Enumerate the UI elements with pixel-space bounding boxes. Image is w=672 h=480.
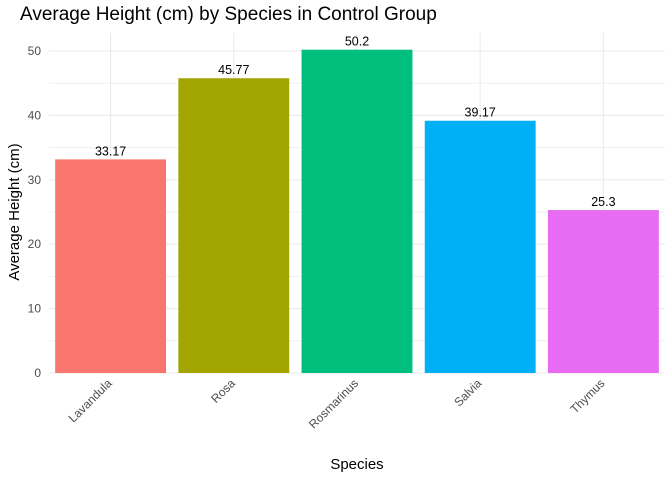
data-label-thymus: 25.3 bbox=[591, 195, 615, 209]
bars bbox=[55, 49, 659, 373]
bar-thymus bbox=[547, 210, 659, 373]
x-tick-label: Rosmarinus bbox=[306, 376, 361, 431]
bar-rosa bbox=[178, 78, 290, 373]
x-axis-ticks: Lavandula Rosa Rosmarinus Salvia Thymus bbox=[66, 376, 608, 431]
x-tick-label: Lavandula bbox=[66, 376, 115, 425]
y-tick-label: 20 bbox=[28, 237, 42, 251]
y-tick-label: 40 bbox=[28, 108, 42, 122]
x-axis-title: Species bbox=[330, 456, 383, 473]
y-tick-label: 50 bbox=[28, 44, 42, 58]
y-tick-label: 10 bbox=[28, 302, 42, 316]
bar-lavandula bbox=[55, 159, 167, 373]
x-tick-label: Rosa bbox=[208, 376, 238, 406]
data-labels: 33.17 45.77 50.2 39.17 25.3 bbox=[95, 35, 616, 209]
data-label-rosmarinus: 50.2 bbox=[345, 35, 369, 49]
bar-rosmarinus bbox=[301, 49, 413, 373]
x-tick-label: Salvia bbox=[451, 376, 484, 409]
bar-salvia bbox=[424, 120, 536, 373]
data-label-salvia: 39.17 bbox=[465, 106, 496, 120]
chart-title: Average Height (cm) by Species in Contro… bbox=[20, 4, 437, 25]
y-axis-ticks: 0 10 20 30 40 50 bbox=[28, 44, 42, 380]
x-tick-label: Thymus bbox=[567, 376, 607, 416]
data-label-rosa: 45.77 bbox=[218, 63, 249, 77]
y-tick-label: 30 bbox=[28, 173, 42, 187]
data-label-lavandula: 33.17 bbox=[95, 144, 126, 158]
y-axis-title: Average Height (cm) bbox=[6, 143, 23, 280]
y-tick-label: 0 bbox=[34, 366, 41, 380]
